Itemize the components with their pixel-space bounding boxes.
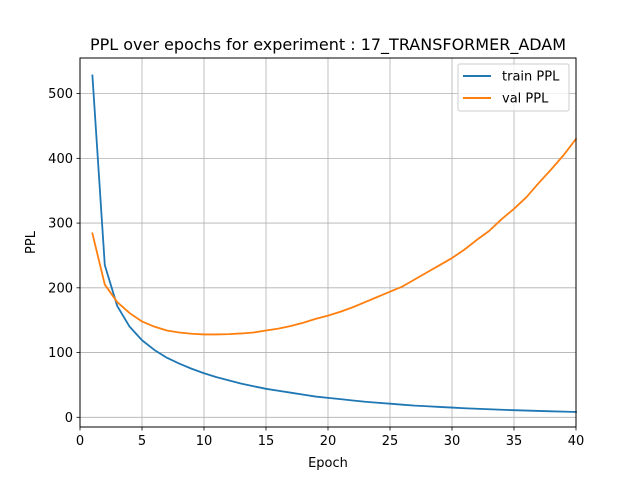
x-tick-label: 0 bbox=[76, 434, 84, 449]
x-axis-label: Epoch bbox=[308, 456, 348, 471]
y-axis-label: PPL bbox=[24, 230, 39, 254]
x-tick-label: 25 bbox=[382, 434, 399, 449]
y-tick-label: 300 bbox=[48, 217, 73, 232]
x-tick-label: 30 bbox=[444, 434, 461, 449]
x-tick-label: 5 bbox=[138, 434, 146, 449]
legend-label-val: val PPL bbox=[502, 92, 549, 107]
chart-title: PPL over epochs for experiment : 17_TRAN… bbox=[90, 35, 566, 55]
val-ppl-line bbox=[91, 137, 578, 336]
series-lines bbox=[91, 74, 578, 413]
train-ppl-line bbox=[91, 74, 577, 413]
y-tick-label: 0 bbox=[65, 411, 73, 426]
legend: train PPL val PPL bbox=[457, 63, 570, 112]
x-tick-label: 35 bbox=[506, 434, 523, 449]
y-tick-label: 500 bbox=[48, 87, 73, 102]
x-tick-label: 10 bbox=[196, 434, 213, 449]
x-tick-label: 15 bbox=[258, 434, 275, 449]
x-tick-label: 20 bbox=[320, 434, 337, 449]
y-tick-label: 200 bbox=[48, 281, 73, 296]
y-tick-label: 400 bbox=[48, 152, 73, 167]
legend-label-train: train PPL bbox=[502, 70, 560, 85]
x-tick-label: 40 bbox=[568, 434, 585, 449]
y-tick-label: 100 bbox=[48, 346, 73, 361]
